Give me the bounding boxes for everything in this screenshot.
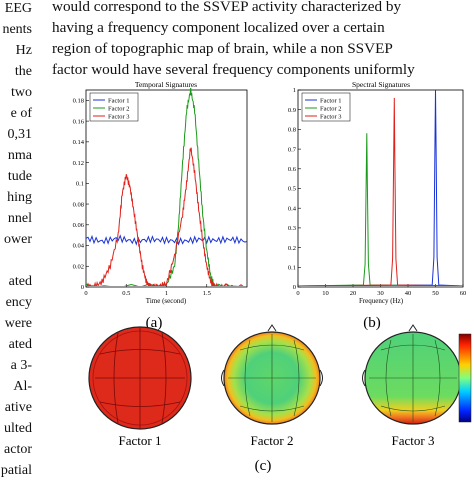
left-fragment: a 3- bbox=[10, 358, 32, 373]
left-fragment: actor bbox=[4, 442, 32, 457]
left-fragment: 0,31 bbox=[7, 127, 33, 142]
legend-label-b: Factor 1 bbox=[320, 97, 341, 104]
left-fragment: Al- bbox=[13, 379, 32, 394]
body-paragraph: would correspond to the SSVEP activity c… bbox=[52, 0, 472, 80]
topomap-label-1: Factor 1 bbox=[119, 433, 162, 448]
left-fragment: nnel bbox=[7, 211, 32, 226]
series-line-b-3 bbox=[298, 97, 463, 286]
y-tick-label-a: 0.02 bbox=[73, 263, 84, 270]
panel-label-c: (c) bbox=[255, 458, 272, 474]
left-fragment: nma bbox=[7, 148, 32, 163]
y-tick-label-b: 0.9 bbox=[288, 107, 296, 114]
plot-frame-a bbox=[85, 89, 248, 288]
chart-title-b: Spectral Signatures bbox=[352, 80, 410, 89]
body-line: having a frequency component localized o… bbox=[52, 19, 385, 36]
panel-label-b: (b) bbox=[363, 315, 381, 331]
x-tick-label-b: 50 bbox=[432, 290, 439, 297]
left-fragment: e of bbox=[10, 106, 32, 121]
left-fragment: two bbox=[11, 85, 32, 100]
left-fragment: ower bbox=[4, 232, 32, 247]
legend-label-b: Factor 3 bbox=[320, 113, 341, 120]
topomap-label-2: Factor 2 bbox=[251, 433, 294, 448]
y-tick-label-b: 0.4 bbox=[288, 205, 297, 212]
y-tick-label-a: 0.08 bbox=[73, 201, 84, 208]
left-fragment: tude bbox=[7, 169, 32, 184]
x-axis-label-b: Frequency (Hz) bbox=[359, 297, 404, 305]
legend-label-b: Factor 2 bbox=[320, 105, 341, 112]
body-line: region of topographic map of brain, whil… bbox=[52, 40, 393, 57]
y-tick-label-a: 0 bbox=[81, 284, 84, 291]
left-fragment: patial bbox=[0, 463, 32, 478]
x-tick-label-a: 0.5 bbox=[122, 290, 130, 297]
left-fragment: ency bbox=[5, 295, 32, 310]
x-tick-label-a: 1 bbox=[165, 290, 168, 297]
x-axis-label-a: Time (second) bbox=[146, 297, 187, 305]
left-fragment: ulted bbox=[4, 421, 32, 436]
series-line-a-1 bbox=[86, 234, 247, 246]
y-tick-label-b: 0.1 bbox=[288, 265, 296, 272]
left-fragment: Hz bbox=[15, 43, 32, 58]
topomap-factor-3 bbox=[362, 324, 464, 425]
left-fragment: hing bbox=[7, 190, 32, 205]
body-line: would correspond to the SSVEP activity c… bbox=[52, 0, 402, 15]
y-tick-label-a: 0.14 bbox=[73, 139, 85, 146]
chart-title-a: Temporal Signatures bbox=[135, 80, 197, 89]
panel-label-a: (a) bbox=[146, 315, 163, 331]
topomap-factor-1 bbox=[88, 326, 192, 430]
spectral-chart: Spectral Signatures 0 10 20 30 40 50 60 0 0.1 0.2… bbox=[288, 80, 466, 305]
y-tick-label-b: 0.8 bbox=[288, 127, 296, 134]
y-tick-label-b: 1 bbox=[293, 87, 296, 94]
y-tick-label-a: 0.18 bbox=[73, 98, 84, 105]
left-fragment: nents bbox=[2, 22, 32, 37]
y-tick-label-b: 0.2 bbox=[288, 245, 296, 252]
series-line-a-3 bbox=[86, 147, 244, 286]
y-tick-label-b: 0.7 bbox=[288, 146, 297, 153]
body-line: factor would have several frequency comp… bbox=[52, 61, 415, 78]
left-fragment: were bbox=[4, 316, 32, 331]
x-tick-label-b: 20 bbox=[350, 290, 357, 297]
legend-label-a: Factor 2 bbox=[108, 105, 129, 112]
series-line-b-2 bbox=[298, 133, 463, 286]
left-column-text: EEG nents Hz the two e of 0,31 nma tude … bbox=[0, 0, 34, 483]
legend-label-a: Factor 3 bbox=[108, 113, 129, 120]
left-fragment: ated bbox=[8, 274, 32, 289]
series-line-b-1 bbox=[298, 89, 463, 286]
y-tick-label-a: 0.16 bbox=[73, 118, 85, 125]
topomap-label-3: Factor 3 bbox=[392, 433, 435, 448]
y-tick-label-a: 0.04 bbox=[73, 243, 85, 250]
y-tick-label-b: 0.3 bbox=[288, 225, 296, 232]
left-fragment: EEG bbox=[4, 1, 32, 16]
topomap-factor-2 bbox=[221, 324, 323, 425]
left-fragment: ated bbox=[8, 337, 32, 352]
y-tick-label-a: 0.06 bbox=[73, 222, 85, 229]
x-tick-label-a: 0 bbox=[84, 290, 87, 297]
x-tick-label-b: 60 bbox=[460, 290, 467, 297]
y-tick-label-b: 0.5 bbox=[288, 186, 296, 193]
y-tick-label-a: 0.12 bbox=[73, 160, 84, 167]
x-tick-label-b: 40 bbox=[405, 290, 412, 297]
x-tick-label-a: 1.5 bbox=[203, 290, 211, 297]
colorbar bbox=[458, 333, 472, 423]
legend-label-a: Factor 1 bbox=[108, 97, 129, 104]
temporal-chart: Temporal Signatures 0 0.5 1 1.5 0 0.02 0.04 0.0… bbox=[73, 80, 248, 305]
x-tick-label-b: 30 bbox=[377, 290, 384, 297]
y-tick-label-b: 0 bbox=[293, 284, 296, 291]
x-tick-label-b: 0 bbox=[296, 290, 299, 297]
y-tick-label-b: 0.6 bbox=[288, 166, 297, 173]
left-fragment: ative bbox=[4, 400, 32, 415]
left-fragment: the bbox=[14, 64, 32, 79]
x-tick-label-b: 10 bbox=[322, 290, 329, 297]
y-tick-label-a: 0.1 bbox=[76, 181, 84, 188]
